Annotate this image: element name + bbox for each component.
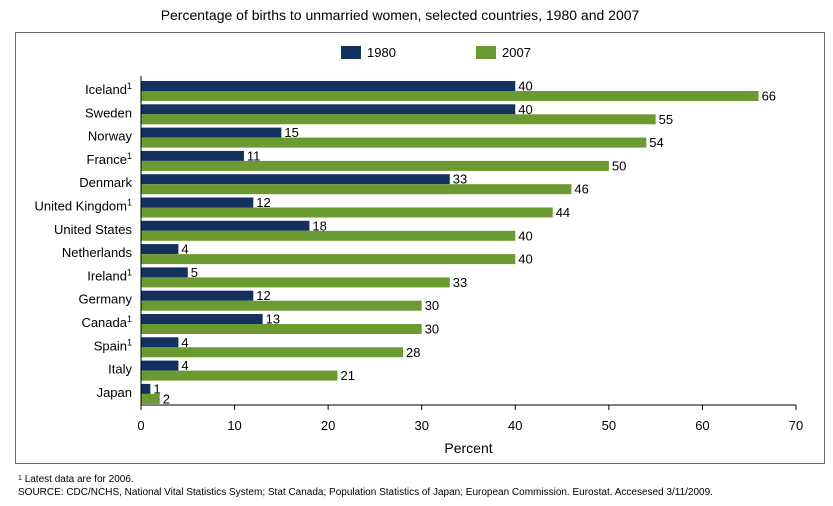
bar-1980-france [141,150,244,161]
bar-1980-ireland [141,267,188,278]
value-label-2007-ireland: 33 [453,275,467,290]
value-label-2007-united-kingdom: 44 [556,205,570,220]
value-label-1980-canada: 13 [266,312,280,327]
bar-1980-netherlands [141,244,179,255]
bar-2007-denmark [141,184,572,195]
footnote-text: Latest data are for 2006. [24,474,134,485]
value-label-1980-norway: 15 [284,125,298,140]
value-label-1980-france: 11 [247,148,261,163]
x-tick-label-70: 70 [789,418,803,433]
value-label-1980-iceland: 40 [518,79,532,94]
footnote-marker: 1 [127,337,132,347]
bar-1980-spain [141,337,179,348]
bar-1980-germany [141,290,254,301]
value-label-2007-iceland: 66 [762,89,776,104]
category-label-germany: Germany [79,292,133,307]
value-label-1980-united-states: 18 [312,218,326,233]
value-label-1980-japan: 1 [153,381,160,396]
value-label-1980-ireland: 5 [191,265,198,280]
footnote-marker: 1 [18,475,22,482]
category-label-sweden: Sweden [85,105,132,120]
bar-1980-united-states [141,220,310,231]
value-label-1980-denmark: 33 [453,172,467,187]
bar-2007-france [141,160,609,171]
bar-2007-ireland [141,277,450,288]
bar-1980-italy [141,360,179,371]
value-label-2007-norway: 54 [649,135,663,150]
value-label-2007-denmark: 46 [574,182,588,197]
value-label-1980-netherlands: 4 [181,242,188,257]
bar-1980-norway [141,127,282,138]
category-label-iceland: Iceland1 [85,81,132,97]
value-label-2007-spain: 28 [406,345,420,360]
x-tick-label-50: 50 [602,418,616,433]
x-tick-label-30: 30 [414,418,428,433]
value-label-2007-japan: 2 [163,391,170,406]
bar-1980-sweden [141,104,516,115]
chart-title: Percentage of births to unmarried women,… [160,7,640,23]
bar-2007-norway [141,137,647,148]
value-label-2007-sweden: 55 [659,112,673,127]
value-label-1980-united-kingdom: 12 [256,195,270,210]
bar-2007-united-kingdom [141,207,553,218]
bar-1980-canada [141,314,263,324]
bar-2007-germany [141,300,422,311]
footnote-marker: 1 [127,151,132,161]
x-axis-title: Percent [444,440,492,456]
legend-swatch-2007 [476,46,496,59]
category-label-netherlands: Netherlands [62,245,133,260]
value-label-1980-spain: 4 [181,335,188,350]
bar-2007-spain [141,347,403,358]
footnote-marker: 1 [127,81,132,91]
bar-2007-united-states [141,230,516,241]
value-label-2007-united-states: 40 [518,228,532,243]
category-label-ireland: Ireland1 [87,267,132,283]
category-label-france: France1 [87,151,132,167]
footnote: 1 Latest data are for 2006. [18,473,134,486]
category-label-spain: Spain1 [94,337,132,353]
value-label-2007-germany: 30 [425,298,439,313]
x-tick-label-20: 20 [321,418,335,433]
x-tick-label-60: 60 [695,418,709,433]
legend-label-1980: 1980 [367,45,396,60]
legend-label-2007: 2007 [502,45,531,60]
value-label-2007-canada: 30 [425,322,439,337]
category-label-united-states: United States [54,222,133,237]
x-tick-label-40: 40 [508,418,522,433]
bar-1980-iceland [141,81,516,91]
bar-2007-sweden [141,114,656,125]
bar-2007-iceland [141,91,759,101]
value-label-1980-germany: 12 [256,288,270,303]
category-label-norway: Norway [88,129,133,144]
bar-2007-japan [141,393,160,404]
category-label-denmark: Denmark [79,175,132,190]
value-label-2007-france: 50 [612,158,626,173]
footnote-marker: 1 [127,314,132,324]
legend-swatch-1980 [341,46,361,59]
bar-2007-netherlands [141,254,516,265]
chart-frame [15,32,825,464]
category-label-united-kingdom: United Kingdom1 [34,198,132,214]
bar-2007-italy [141,370,338,381]
footnote-marker: 1 [127,198,132,208]
category-label-italy: Italy [108,362,132,377]
x-tick-label-10: 10 [227,418,241,433]
source-note: SOURCE: CDC/NCHS, National Vital Statist… [18,487,713,498]
value-label-1980-sweden: 40 [518,102,532,117]
value-label-1980-italy: 4 [181,358,188,373]
footnote-marker: 1 [127,267,132,277]
bar-1980-japan [141,383,151,394]
value-label-2007-netherlands: 40 [518,252,532,267]
bar-1980-united-kingdom [141,197,254,208]
x-tick-label-0: 0 [137,418,144,433]
bar-1980-denmark [141,174,450,185]
category-label-japan: Japan [97,385,132,400]
bar-2007-canada [141,324,422,334]
category-label-canada: Canada1 [81,314,132,330]
value-label-2007-italy: 21 [341,368,355,383]
